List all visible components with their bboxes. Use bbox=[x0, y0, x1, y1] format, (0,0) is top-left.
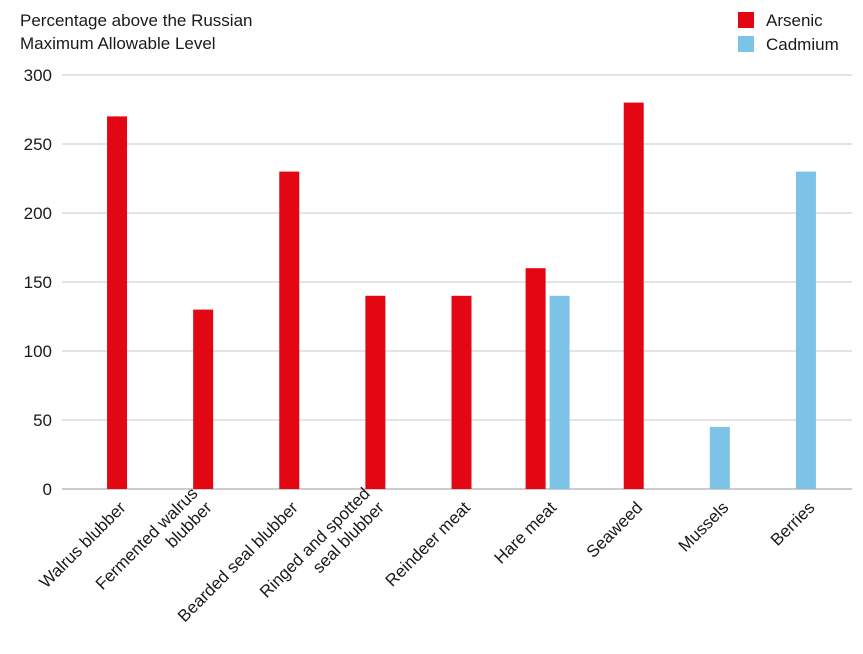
y-axis-ticks: 0 50 100 150 200 250 300 bbox=[24, 66, 52, 499]
bars bbox=[107, 102, 816, 490]
legend-label-arsenic: Arsenic bbox=[766, 11, 823, 30]
y-axis-label-line-2: Maximum Allowable Level bbox=[20, 34, 216, 53]
bar-arsenic bbox=[107, 116, 128, 490]
x-tick-label: Ringed and spottedseal blubber bbox=[256, 484, 388, 616]
bar-arsenic bbox=[451, 295, 472, 489]
bar-arsenic bbox=[279, 171, 300, 489]
x-tick-label: Berries bbox=[767, 498, 819, 550]
bar-arsenic bbox=[193, 309, 214, 489]
bar-arsenic bbox=[623, 102, 644, 489]
y-axis-label: Percentage above the Russian Maximum All… bbox=[20, 11, 253, 53]
y-tick-label: 0 bbox=[43, 480, 52, 499]
y-tick-label: 250 bbox=[24, 135, 52, 154]
x-tick-label: Mussels bbox=[675, 498, 733, 556]
bar-cadmium bbox=[549, 295, 570, 489]
y-tick-label: 300 bbox=[24, 66, 52, 85]
y-tick-label: 200 bbox=[24, 204, 52, 223]
x-tick-label-line: Reindeer meat bbox=[382, 498, 474, 590]
legend-swatch-cadmium bbox=[738, 36, 754, 52]
y-tick-label: 50 bbox=[33, 411, 52, 430]
y-tick-label: 150 bbox=[24, 273, 52, 292]
x-tick-label: Hare meat bbox=[491, 498, 561, 568]
bar-cadmium bbox=[709, 426, 730, 489]
x-tick-label-line: Hare meat bbox=[491, 498, 561, 568]
legend: Arsenic Cadmium bbox=[738, 11, 839, 54]
x-tick-label: Reindeer meat bbox=[382, 498, 474, 590]
bar-arsenic bbox=[365, 295, 386, 489]
y-axis-label-line-1: Percentage above the Russian bbox=[20, 11, 253, 30]
y-tick-label: 100 bbox=[24, 342, 52, 361]
x-tick-label-line: Mussels bbox=[675, 498, 733, 556]
bar-cadmium bbox=[795, 171, 816, 489]
x-tick-label-line: Berries bbox=[767, 498, 819, 550]
legend-swatch-arsenic bbox=[738, 12, 754, 28]
legend-label-cadmium: Cadmium bbox=[766, 35, 839, 54]
x-tick-label: Seaweed bbox=[583, 498, 647, 562]
x-tick-label-line: Seaweed bbox=[583, 498, 647, 562]
bar-arsenic bbox=[525, 268, 546, 489]
